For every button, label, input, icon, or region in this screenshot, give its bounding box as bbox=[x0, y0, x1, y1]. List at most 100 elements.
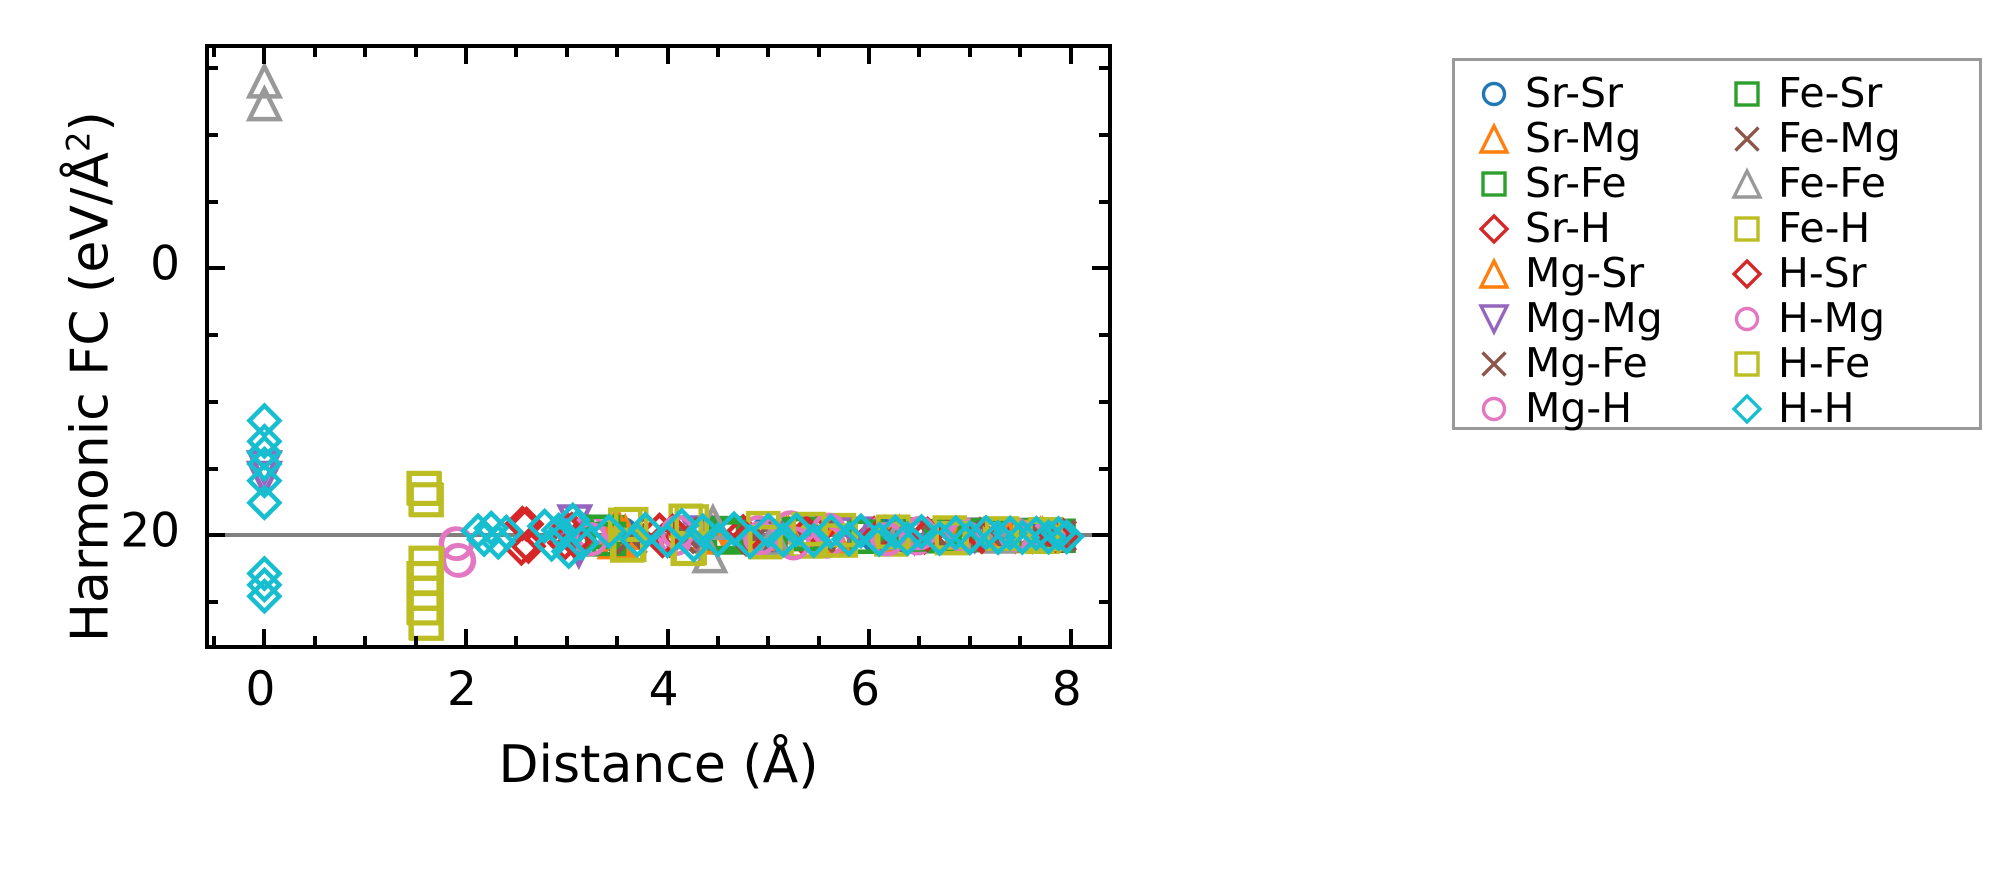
data-point bbox=[407, 471, 442, 506]
x-tick-label: 6 bbox=[850, 662, 881, 717]
legend-entry-h-mg[interactable]: H-Mg bbox=[1726, 296, 1969, 341]
x-minor-tick-top bbox=[212, 47, 217, 57]
y-major-tick bbox=[208, 266, 225, 271]
triangle-up-icon bbox=[1726, 163, 1768, 205]
y-minor-tick-right bbox=[1099, 399, 1109, 404]
data-point bbox=[246, 445, 283, 483]
diamond-icon bbox=[1726, 388, 1768, 430]
data-point bbox=[550, 533, 587, 570]
data-point bbox=[246, 484, 283, 521]
data-point bbox=[778, 511, 815, 549]
y-minor-tick-right bbox=[1099, 199, 1109, 204]
y-tick-label: 0 bbox=[150, 236, 180, 292]
x-minor-tick bbox=[413, 636, 418, 646]
legend-label: Sr-Fe bbox=[1525, 159, 1627, 207]
data-point bbox=[715, 510, 753, 547]
legend-entry-sr-sr[interactable]: Sr-Sr bbox=[1473, 71, 1716, 116]
data-point bbox=[246, 566, 283, 604]
x-tick-label: 2 bbox=[447, 662, 477, 717]
legend-entry-mg-sr[interactable]: Mg-Sr bbox=[1473, 251, 1716, 296]
x-minor-tick bbox=[312, 636, 317, 646]
data-point bbox=[246, 555, 283, 592]
square-icon bbox=[1726, 343, 1768, 385]
scatter-data-layer bbox=[245, 61, 1085, 641]
data-point bbox=[889, 520, 926, 557]
y-minor-tick bbox=[208, 66, 218, 71]
square-icon bbox=[1726, 73, 1768, 115]
legend-entry-sr-fe[interactable]: Sr-Fe bbox=[1473, 161, 1716, 206]
legend-entry-sr-mg[interactable]: Sr-Mg bbox=[1473, 116, 1716, 161]
data-point bbox=[812, 513, 849, 550]
data-point bbox=[1048, 518, 1085, 555]
x-axis-label: Distance (Å) bbox=[498, 735, 819, 795]
x-minor-tick bbox=[564, 636, 569, 646]
y-minor-tick bbox=[208, 132, 218, 137]
x-minor-tick-top bbox=[715, 47, 720, 57]
legend-entry-fe-h[interactable]: Fe-H bbox=[1726, 206, 1969, 251]
x-major-tick bbox=[665, 629, 670, 646]
data-point bbox=[748, 524, 783, 560]
x-minor-tick-top bbox=[514, 47, 519, 57]
circle-icon bbox=[1473, 388, 1515, 430]
y-minor-tick-right bbox=[1099, 132, 1109, 137]
legend-grid: Sr-Sr Fe-Sr Sr-Mg Fe-Mg Sr-Fe Fe-Fe Sr-H Fe-H Mg… bbox=[1473, 71, 1969, 429]
y-tick-label: 20 bbox=[120, 503, 180, 559]
legend-entry-mg-h[interactable]: Mg-H bbox=[1473, 386, 1716, 431]
y-minor-tick bbox=[208, 333, 218, 338]
data-point bbox=[903, 513, 940, 550]
data-point bbox=[246, 402, 283, 439]
legend-entry-sr-h[interactable]: Sr-H bbox=[1473, 206, 1716, 251]
legend-entry-fe-sr[interactable]: Fe-Sr bbox=[1726, 71, 1969, 116]
x-major-tick bbox=[262, 629, 267, 646]
data-point bbox=[590, 513, 628, 550]
legend-label: Fe-Fe bbox=[1778, 159, 1886, 207]
x-tick-label: 0 bbox=[245, 662, 276, 717]
x-minor-tick bbox=[917, 636, 922, 646]
data-point bbox=[951, 519, 989, 557]
y-minor-tick bbox=[208, 399, 218, 404]
x-minor-tick bbox=[615, 636, 620, 646]
legend-label: Fe-Sr bbox=[1778, 69, 1883, 117]
legend-entry-mg-mg[interactable]: Mg-Mg bbox=[1473, 296, 1716, 341]
legend-label: H-Sr bbox=[1778, 249, 1867, 297]
x-minor-tick-top bbox=[413, 47, 418, 57]
legend-box: Sr-Sr Fe-Sr Sr-Mg Fe-Mg Sr-Fe Fe-Fe Sr-H Fe-H Mg… bbox=[1452, 58, 1982, 430]
data-point bbox=[860, 521, 898, 558]
triangle-down-icon bbox=[1473, 298, 1515, 340]
series-h-h bbox=[246, 402, 1085, 615]
legend-entry-fe-fe[interactable]: Fe-Fe bbox=[1726, 161, 1969, 206]
legend-entry-fe-mg[interactable]: Fe-Mg bbox=[1726, 116, 1969, 161]
legend-label: H-H bbox=[1778, 384, 1855, 432]
y-minor-tick bbox=[208, 600, 218, 605]
series-fe-h bbox=[406, 470, 1060, 641]
data-point bbox=[480, 523, 517, 561]
data-point bbox=[1004, 519, 1041, 556]
data-point bbox=[1040, 515, 1077, 552]
x-minor-tick bbox=[967, 636, 972, 646]
data-point bbox=[488, 513, 525, 551]
data-point bbox=[563, 524, 601, 561]
legend-label: Fe-Mg bbox=[1778, 114, 1901, 162]
x-minor-tick-top bbox=[615, 47, 620, 57]
series-h-fe bbox=[407, 471, 1063, 641]
legend-entry-mg-fe[interactable]: Mg-Fe bbox=[1473, 341, 1716, 386]
cross-icon bbox=[1473, 343, 1515, 385]
legend-entry-h-h[interactable]: H-H bbox=[1726, 386, 1969, 431]
y-major-tick bbox=[208, 533, 225, 538]
data-point bbox=[558, 509, 596, 546]
data-point bbox=[408, 482, 443, 517]
legend-label: Mg-Mg bbox=[1525, 294, 1663, 342]
legend-entry-h-sr[interactable]: H-Sr bbox=[1726, 251, 1969, 296]
diamond-icon bbox=[1473, 208, 1515, 250]
legend-entry-h-fe[interactable]: H-Fe bbox=[1726, 341, 1969, 386]
data-point bbox=[245, 61, 284, 99]
x-minor-tick-top bbox=[1018, 47, 1023, 57]
legend-label: Sr-Mg bbox=[1525, 114, 1642, 162]
data-point bbox=[921, 520, 958, 557]
y-major-tick-right bbox=[1092, 533, 1109, 538]
x-minor-tick bbox=[766, 636, 771, 646]
x-major-tick-top bbox=[1068, 47, 1073, 64]
y-minor-tick-right bbox=[1099, 600, 1109, 605]
x-minor-tick-top bbox=[967, 47, 972, 57]
x-minor-tick bbox=[363, 636, 368, 646]
